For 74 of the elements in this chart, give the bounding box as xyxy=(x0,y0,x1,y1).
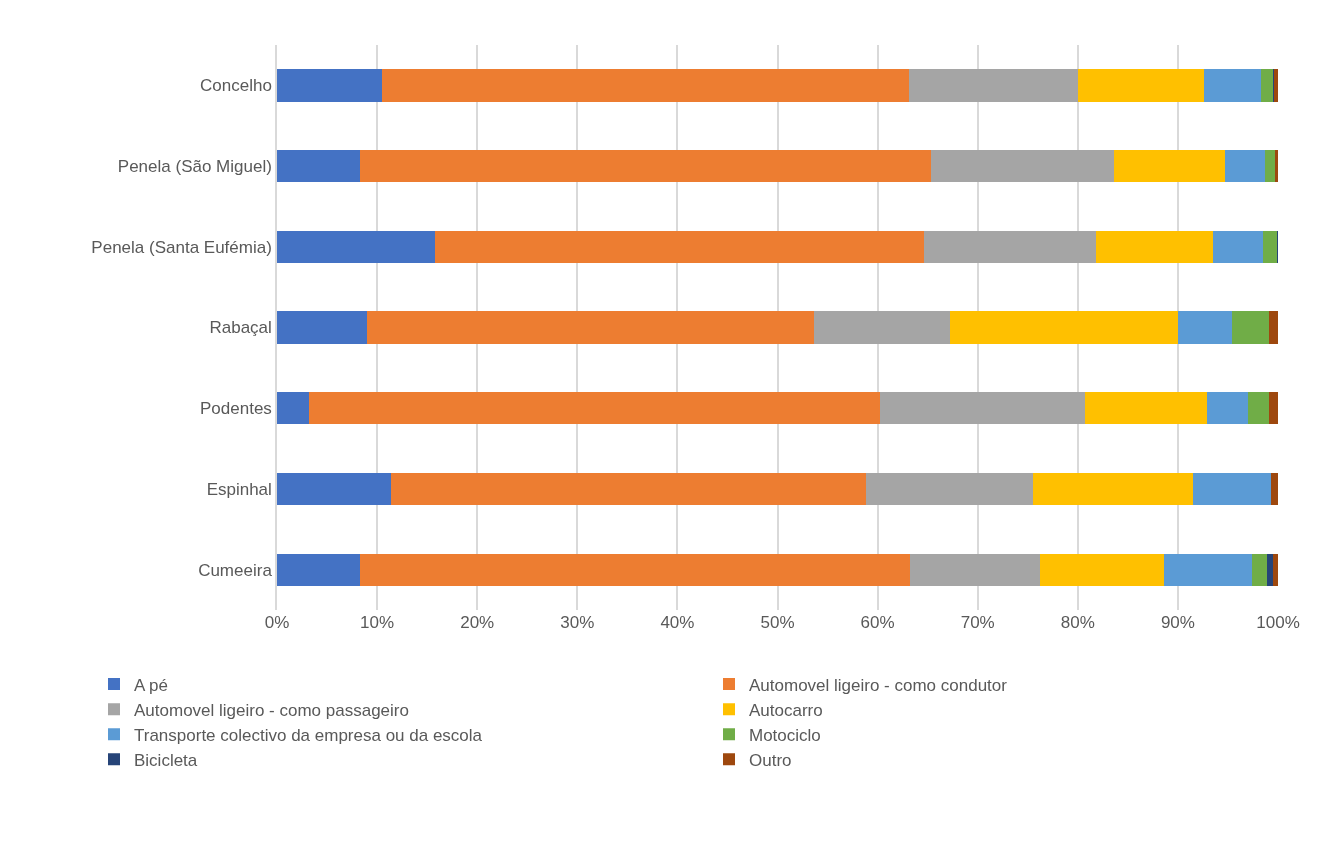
bar xyxy=(930,149,1114,183)
bar xyxy=(277,230,436,263)
y-tick-label: Penela (Santa Eufémia) xyxy=(91,237,272,257)
bar xyxy=(277,149,361,183)
bar xyxy=(1095,230,1213,263)
bar xyxy=(1247,392,1269,425)
bar xyxy=(1077,69,1204,102)
x-tick-label: 40% xyxy=(660,613,695,632)
bar xyxy=(360,553,910,586)
bar xyxy=(1163,553,1252,586)
bar xyxy=(277,69,383,102)
bar xyxy=(277,311,368,344)
bar xyxy=(1206,392,1248,425)
bar xyxy=(1274,69,1278,102)
y-tick-label: Penela (São Miguel) xyxy=(117,157,272,177)
y-tick-label: Espinhal xyxy=(206,479,272,499)
bar xyxy=(391,472,866,506)
bar xyxy=(813,311,950,344)
y-tick-label: Podentes xyxy=(200,399,272,419)
x-tick-label: 30% xyxy=(560,613,595,632)
bar xyxy=(382,69,909,102)
bar xyxy=(435,230,924,263)
bar xyxy=(1192,472,1271,506)
x-tick-label: 20% xyxy=(460,613,495,632)
x-tick-label: 10% xyxy=(360,613,395,632)
x-tick-label: 70% xyxy=(960,613,995,632)
bar xyxy=(1032,472,1193,506)
legend-label: Bicicleta xyxy=(134,750,198,770)
bar xyxy=(277,553,361,586)
bar xyxy=(879,392,1085,425)
y-tick-label: Cumeeira xyxy=(198,560,273,580)
bar xyxy=(1264,149,1275,183)
x-tick-label: 90% xyxy=(1160,613,1195,632)
x-tick-label: 50% xyxy=(760,613,795,632)
bar xyxy=(1266,553,1273,586)
bar xyxy=(1275,149,1278,183)
legend-label: Automovel ligeiro - como passageiro xyxy=(134,700,409,720)
bar xyxy=(865,472,1033,506)
bar xyxy=(1039,553,1164,586)
bar xyxy=(309,392,880,425)
x-tick-label: 100% xyxy=(1256,613,1300,632)
bar xyxy=(367,311,814,344)
legend-label: Automovel ligeiro - como condutor xyxy=(749,675,1008,695)
bar xyxy=(1268,392,1278,425)
x-tick-label: 80% xyxy=(1060,613,1095,632)
y-tick-label: Concelho xyxy=(200,76,272,96)
bar xyxy=(1177,311,1232,344)
bar xyxy=(1251,553,1267,586)
bar xyxy=(277,392,310,425)
bar xyxy=(1260,69,1273,102)
bar xyxy=(949,311,1178,344)
bar xyxy=(923,230,1096,263)
bar xyxy=(277,472,392,506)
y-tick-label: Rabaçal xyxy=(209,318,272,338)
x-tick-label: 60% xyxy=(860,613,895,632)
legend-label: Transporte colectivo da empresa ou da escola xyxy=(134,725,483,745)
bar xyxy=(1273,553,1278,586)
bar xyxy=(1084,392,1207,425)
bar xyxy=(360,149,931,183)
legend-label: Autocarro xyxy=(749,700,823,720)
bar xyxy=(1113,149,1225,183)
bar xyxy=(1268,311,1278,344)
bar xyxy=(1212,230,1263,263)
bar xyxy=(909,553,1040,586)
bar xyxy=(908,69,1078,102)
bar xyxy=(1231,311,1269,344)
bar xyxy=(1262,230,1277,263)
bar xyxy=(1270,472,1278,506)
legend-label: Motociclo xyxy=(749,725,821,745)
legend-label: A pé xyxy=(134,675,169,695)
x-tick-label: 0% xyxy=(264,613,290,632)
legend-label: Outro xyxy=(749,750,792,770)
bar xyxy=(1224,149,1265,183)
bar xyxy=(1203,69,1261,102)
